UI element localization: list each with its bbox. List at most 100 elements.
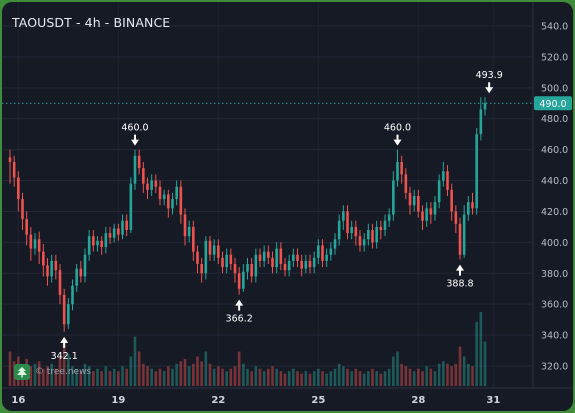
candle-body [462, 214, 466, 255]
annotation-label: 342.1 [51, 351, 78, 362]
candle-body [179, 186, 183, 215]
candle [117, 223, 120, 241]
candle [308, 254, 312, 274]
annotation: 493.9 [476, 70, 503, 94]
candle [29, 226, 33, 261]
candle [212, 239, 216, 261]
volume-bar [29, 366, 33, 386]
candle [71, 279, 74, 311]
y-tick-label: 360.0 [541, 300, 568, 311]
volume-bar [62, 341, 66, 386]
candle [479, 97, 483, 141]
volume-bar [317, 368, 320, 386]
watermark-text: © tree.news [35, 367, 92, 377]
candle [42, 243, 45, 277]
volume-bar [346, 368, 349, 386]
candle [442, 162, 445, 187]
volume-bar [362, 373, 366, 386]
volume-bar [108, 371, 112, 386]
candle [412, 189, 416, 212]
candle-body [25, 219, 28, 235]
candle-body [79, 268, 83, 277]
candle-body [221, 257, 224, 268]
volume-bar [242, 363, 245, 386]
candle-body [471, 202, 474, 209]
candle [362, 233, 366, 252]
volume-bar [246, 368, 249, 386]
volume-bar [137, 351, 141, 386]
x-tick-label: 25 [311, 395, 325, 406]
volume-bar [271, 366, 274, 386]
arrow-shaft [238, 304, 241, 311]
x-tick-label: 28 [411, 395, 425, 406]
volume-bar [400, 363, 403, 386]
candle [62, 288, 66, 332]
candle-body [287, 260, 291, 271]
volume-bar [417, 368, 420, 386]
candle-body [312, 257, 316, 268]
candle-body [233, 264, 237, 274]
volume-bar [229, 368, 233, 386]
candle [142, 162, 145, 193]
candle [187, 220, 191, 243]
volume-bar [429, 368, 433, 386]
current-price-tag[interactable]: 490.0 [534, 96, 572, 111]
candle [162, 189, 166, 206]
volume-bar [275, 368, 278, 386]
candle-body [304, 260, 308, 269]
candle [337, 214, 341, 246]
candle [417, 189, 420, 218]
volume-bar [187, 366, 191, 386]
candle [225, 248, 228, 274]
candle-body [50, 260, 53, 277]
volume-bar [171, 368, 174, 386]
candle-body [83, 254, 87, 277]
volume-bar [233, 366, 237, 386]
volume-bar [46, 366, 49, 386]
candle-body [483, 103, 487, 110]
candle [483, 97, 487, 116]
time-axis[interactable]: 16 19 22 25 28 31 [2, 387, 573, 406]
volume-bar [200, 361, 203, 386]
candle [75, 264, 78, 292]
candle [58, 264, 62, 305]
candle-body [392, 180, 395, 215]
candle-body [92, 236, 95, 246]
volume-bar [100, 371, 103, 386]
candle-body [133, 155, 137, 184]
candle [433, 196, 437, 221]
candle [437, 174, 441, 209]
candle-body [108, 233, 112, 238]
candle [462, 205, 466, 258]
candle-body [296, 254, 299, 261]
candle-body [271, 257, 274, 268]
volume-bar [258, 368, 262, 386]
volume-bar [383, 371, 387, 386]
y-tick-label: 320.0 [541, 362, 568, 373]
price-axis[interactable]: 320.0 340.0 360.0 380.0 400.0 420.0 440.0 460.0… [532, 2, 572, 388]
volume-bar [196, 356, 199, 386]
y-tick-label: 460.0 [541, 145, 568, 156]
candle-body [475, 134, 478, 209]
candle [237, 267, 241, 295]
candle [183, 208, 187, 246]
candle-body [358, 236, 362, 246]
candle-body [442, 171, 445, 181]
candle-body [162, 194, 166, 200]
candle-body [279, 248, 283, 264]
candle-body [412, 196, 416, 206]
candle [296, 248, 299, 268]
volume-bar [308, 373, 312, 386]
volume-bar [462, 356, 466, 386]
candle [154, 174, 158, 193]
candle [346, 205, 349, 240]
candle-body [142, 168, 145, 184]
volume-bar [371, 368, 374, 386]
volume-bar [475, 321, 478, 386]
y-tick-label: 340.0 [541, 331, 568, 342]
candle [312, 251, 316, 274]
candle [283, 257, 287, 277]
volume-bar [58, 356, 62, 386]
volume-bar [204, 351, 208, 386]
